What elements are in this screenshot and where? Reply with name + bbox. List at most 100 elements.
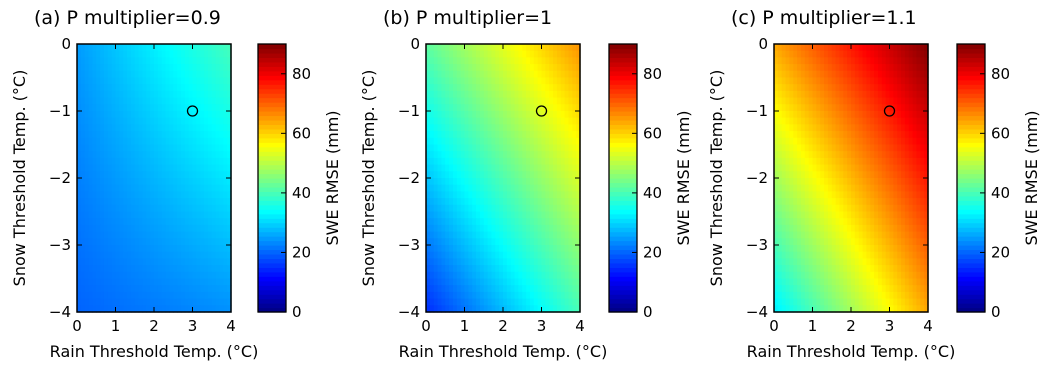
heatmap-cell [827, 97, 833, 105]
heatmap-cell [874, 198, 879, 206]
heatmap-cell [173, 44, 178, 52]
heatmap-cell [142, 178, 147, 186]
heatmap-cell [549, 124, 554, 132]
heatmap-cell [904, 77, 910, 85]
heatmap-cell [111, 178, 117, 186]
heatmap-cell [184, 251, 190, 259]
heatmap-cell [901, 50, 906, 58]
heatmap-cell [80, 204, 86, 213]
heatmap-cell [107, 184, 113, 192]
heatmap-cell [808, 271, 814, 280]
heatmap-cell [146, 251, 151, 259]
heatmap-cell [215, 117, 221, 125]
heatmap-cell [161, 224, 167, 233]
heatmap-cell [835, 44, 841, 52]
heatmap-cell [774, 178, 779, 186]
heatmap-cell [851, 44, 856, 52]
heatmap-cell [858, 90, 864, 99]
heatmap-cell [866, 171, 871, 179]
heatmap-cell [138, 104, 144, 112]
heatmap-cell [130, 137, 136, 146]
heatmap-cell [188, 245, 194, 253]
heatmap-cell [215, 198, 221, 206]
heatmap-cell [487, 178, 493, 186]
heatmap-cell [874, 298, 879, 306]
heatmap-cell [924, 198, 929, 206]
heatmap-cell [111, 90, 117, 99]
heatmap-cell [219, 50, 224, 58]
heatmap-cell [92, 44, 97, 52]
heatmap-cell [119, 191, 124, 199]
heatmap-cell [456, 191, 462, 199]
heatmap-cell [854, 278, 860, 286]
heatmap-cell [123, 204, 128, 213]
heatmap-cell [537, 64, 543, 72]
heatmap-cell [499, 291, 504, 300]
heatmap-cell [854, 157, 860, 166]
heatmap-cell [881, 191, 887, 199]
heatmap-cell [127, 151, 132, 159]
heatmap-cell [877, 64, 883, 72]
heatmap-cell [522, 305, 527, 313]
heatmap-cell [211, 285, 217, 293]
heatmap-cell [119, 258, 124, 266]
heatmap-cell [491, 70, 496, 79]
heatmap-cell [854, 245, 860, 253]
heatmap-cell [901, 285, 906, 293]
heatmap-cell [468, 151, 473, 159]
heatmap-cell [204, 184, 209, 192]
heatmap-cell [774, 231, 779, 239]
heatmap-cell [854, 137, 860, 146]
heatmap-cell [192, 70, 197, 79]
heatmap-cell [858, 291, 864, 300]
heatmap-cell [207, 178, 213, 186]
heatmap-cell [912, 144, 918, 152]
heatmap-cell [464, 117, 469, 125]
heatmap-cell [877, 151, 883, 159]
heatmap-cell [576, 238, 581, 246]
colorbar-segment [609, 119, 637, 125]
heatmap-cell [80, 271, 86, 280]
heatmap-cell [851, 84, 856, 92]
heatmap-cell [468, 291, 473, 300]
heatmap-cell [188, 184, 194, 192]
heatmap-cell [96, 218, 101, 226]
heatmap-cell [142, 218, 147, 226]
heatmap-cell [196, 298, 201, 306]
heatmap-cell [426, 184, 431, 192]
heatmap-cell [219, 298, 224, 306]
heatmap-cell [560, 305, 566, 313]
heatmap-cell [115, 157, 120, 166]
heatmap-cell [77, 77, 82, 85]
heatmap-cell [188, 231, 194, 239]
heatmap-cell [88, 258, 93, 266]
heatmap-cell [127, 245, 132, 253]
heatmap-cell [161, 77, 167, 85]
heatmap-cell [119, 178, 124, 186]
heatmap-cell [188, 44, 194, 52]
heatmap-cell [506, 218, 512, 226]
heatmap-cell [541, 251, 546, 259]
heatmap-cell [204, 251, 209, 259]
heatmap-cell [196, 164, 201, 172]
heatmap-cell [223, 285, 228, 293]
heatmap-cell [874, 231, 879, 239]
heatmap-cell [885, 251, 891, 259]
heatmap-cell [219, 218, 224, 226]
heatmap-cell [100, 164, 105, 172]
heatmap-cell [529, 224, 535, 233]
heatmap-cell [130, 211, 136, 219]
heatmap-cell [804, 285, 810, 293]
heatmap-cell [211, 77, 217, 85]
heatmap-cell [893, 117, 898, 125]
heatmap-cell [901, 278, 906, 286]
heatmap-cell [912, 298, 918, 306]
heatmap-cell [180, 164, 186, 172]
heatmap-cell [522, 271, 527, 280]
heatmap-cell [211, 258, 217, 266]
heatmap-cell [138, 164, 144, 172]
heatmap-cell [472, 198, 477, 206]
heatmap-cell [207, 224, 213, 233]
heatmap-cell [180, 157, 186, 166]
heatmap-cell [177, 50, 182, 58]
